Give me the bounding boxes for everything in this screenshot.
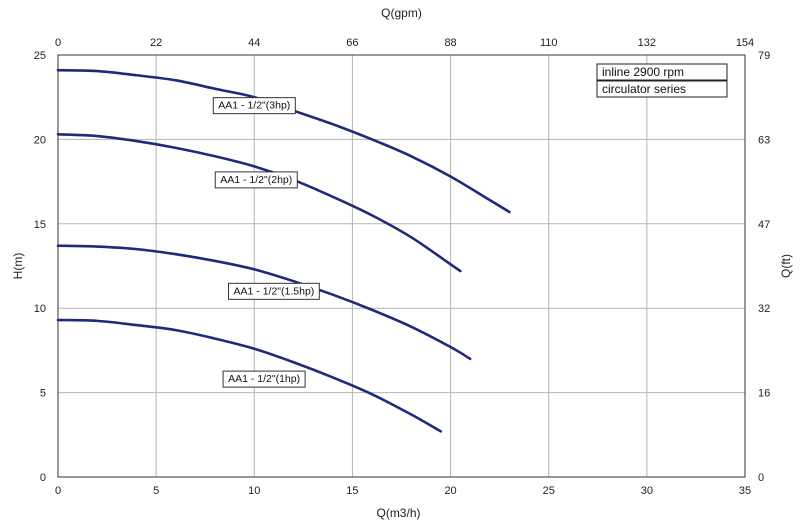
- curve-label-2: AA1 - 1/2"(1.5hp): [228, 282, 320, 300]
- legend-text-1: circulator series: [602, 82, 686, 96]
- y-tick-right-label: 32: [758, 303, 770, 315]
- legend-box: [596, 80, 728, 98]
- curve-label-text: AA1 - 1/2"(1hp): [228, 373, 300, 385]
- curve-label-box: [212, 97, 296, 115]
- x-tick-top-label: 0: [55, 37, 61, 49]
- y-tick-left-label: 0: [40, 472, 46, 484]
- right-axis-title: Q(ft): [779, 254, 793, 278]
- x-tick-top-label: 110: [540, 37, 558, 49]
- y-tick-right-label: 16: [758, 388, 770, 400]
- y-tick-left-label: 25: [34, 50, 46, 62]
- curve-label-box: [228, 282, 320, 300]
- x-tick-bottom-label: 20: [444, 485, 456, 497]
- x-tick-bottom-label: 10: [248, 485, 260, 497]
- x-tick-bottom-label: 30: [641, 485, 653, 497]
- curve-label-1: AA1 - 1/2"(2hp): [214, 171, 298, 189]
- y-tick-left-label: 20: [34, 134, 46, 146]
- curve-label-text: AA1 - 1/2"(3hp): [218, 100, 290, 112]
- x-tick-bottom-label: 35: [739, 485, 751, 497]
- series-line-3: [56, 318, 443, 433]
- y-tick-right-label: 47: [758, 219, 770, 231]
- series-layer: [56, 68, 511, 433]
- y-tick-left-label: 15: [34, 219, 46, 231]
- x-tick-top-label: 44: [248, 37, 260, 49]
- x-tick-bottom-label: 15: [346, 485, 358, 497]
- y-tick-left-label: 5: [40, 388, 46, 400]
- curve-label-text: AA1 - 1/2"(2hp): [220, 174, 292, 186]
- curve-labels: AA1 - 1/2"(3hp) AA1 - 1/2"(2hp) AA1 - 1/2"…: [212, 97, 320, 388]
- series-line-2: [56, 244, 472, 361]
- curve-label-0: AA1 - 1/2"(3hp): [212, 97, 296, 115]
- y-tick-right-label: 63: [758, 134, 770, 146]
- x-tick-bottom-label: 25: [543, 485, 555, 497]
- top-axis-title: Q(gpm): [381, 6, 422, 20]
- x-tick-top-label: 132: [638, 37, 656, 49]
- grid: [58, 55, 745, 477]
- axis-ticks: 0 5 10 15 20 25 30 35 0 22 44 66 88 110 132 154 0 5 10 15 20…: [34, 37, 771, 497]
- series-line-1: [56, 133, 462, 273]
- x-tick-top-label: 66: [346, 37, 358, 49]
- legend: inline 2900 rpm circulator series: [596, 63, 728, 98]
- y-tick-right-label: 0: [758, 472, 764, 484]
- series-line-0: [56, 68, 511, 214]
- x-tick-top-label: 22: [150, 37, 162, 49]
- x-tick-top-label: 88: [444, 37, 456, 49]
- legend-text-0: inline 2900 rpm: [602, 65, 684, 79]
- y-tick-left-label: 10: [34, 303, 46, 315]
- x-tick-bottom-label: 0: [55, 485, 61, 497]
- x-tick-top-label: 154: [736, 37, 754, 49]
- bottom-axis-title: Q(m3/h): [376, 506, 420, 520]
- x-tick-bottom-label: 5: [153, 485, 159, 497]
- y-tick-right-label: 79: [758, 50, 770, 62]
- curve-label-box: [214, 171, 298, 189]
- left-axis-title: H(m): [11, 253, 25, 280]
- plot-area-frame: [57, 54, 746, 478]
- curve-label-3: AA1 - 1/2"(1hp): [222, 370, 306, 388]
- curve-label-text: AA1 - 1/2"(1.5hp): [234, 285, 315, 297]
- curve-label-box: [222, 370, 306, 388]
- legend-box: [596, 63, 728, 81]
